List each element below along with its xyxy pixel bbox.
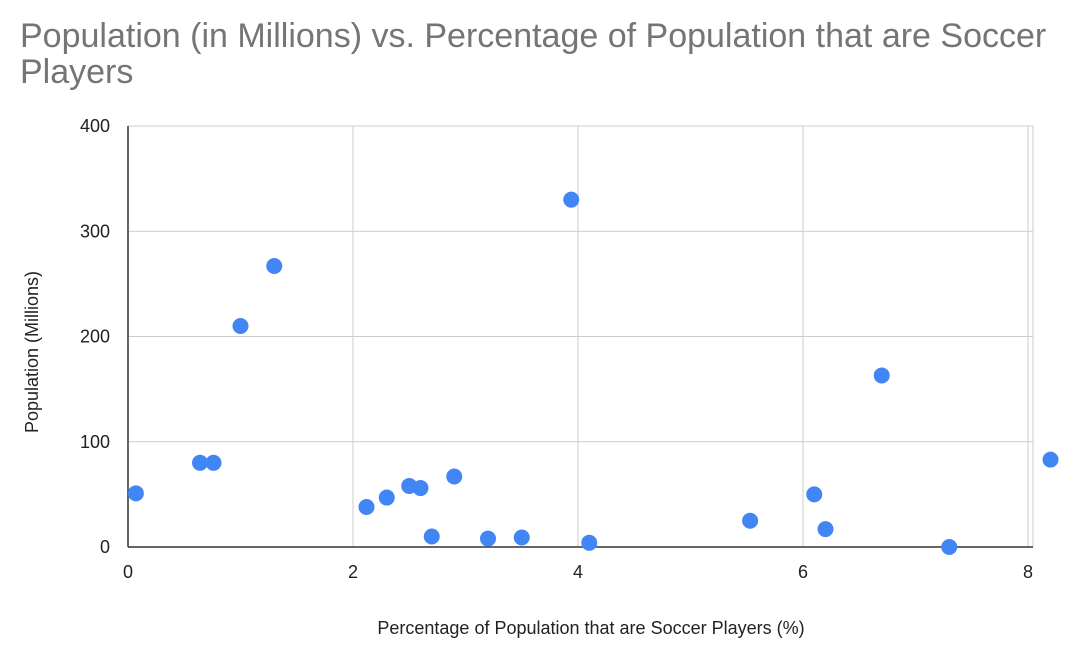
gridlines [128, 125, 1034, 547]
data-point [1042, 451, 1059, 468]
x-tick-label: 8 [1023, 562, 1033, 582]
data-point [412, 480, 429, 497]
data-point [873, 367, 890, 384]
data-points [127, 191, 1059, 555]
x-tick-labels: 0 2 4 6 8 [123, 562, 1033, 582]
data-point [817, 521, 834, 538]
x-axis-label: Percentage of Population that are Soccer… [377, 618, 804, 638]
chart-title: Population (in Millions) vs. Percentage … [20, 17, 1047, 91]
data-point [192, 454, 208, 471]
data-point [358, 499, 375, 516]
x-tick-label: 2 [348, 562, 358, 582]
data-point [480, 530, 496, 547]
data-point [513, 529, 530, 546]
data-point [127, 485, 144, 502]
y-tick-label: 200 [80, 327, 110, 347]
axes [127, 126, 1033, 548]
data-point [563, 191, 580, 208]
y-tick-labels: 0 100 200 300 400 [80, 116, 110, 557]
data-point [423, 528, 440, 545]
data-point [232, 317, 249, 334]
data-point [581, 534, 598, 551]
data-point [446, 468, 463, 485]
data-point [205, 454, 222, 471]
x-tick-label: 6 [798, 562, 808, 582]
x-tick-label: 4 [573, 562, 583, 582]
data-point [742, 512, 759, 529]
data-point [806, 486, 823, 503]
y-tick-label: 100 [80, 432, 110, 452]
data-point [378, 489, 395, 506]
y-tick-label: 300 [80, 221, 110, 241]
y-tick-label: 0 [100, 537, 110, 557]
y-tick-label: 400 [80, 116, 110, 136]
x-tick-label: 0 [123, 562, 133, 582]
data-point [266, 257, 283, 274]
y-axis-label: Population (Millions) [22, 271, 42, 433]
data-point [941, 539, 958, 555]
